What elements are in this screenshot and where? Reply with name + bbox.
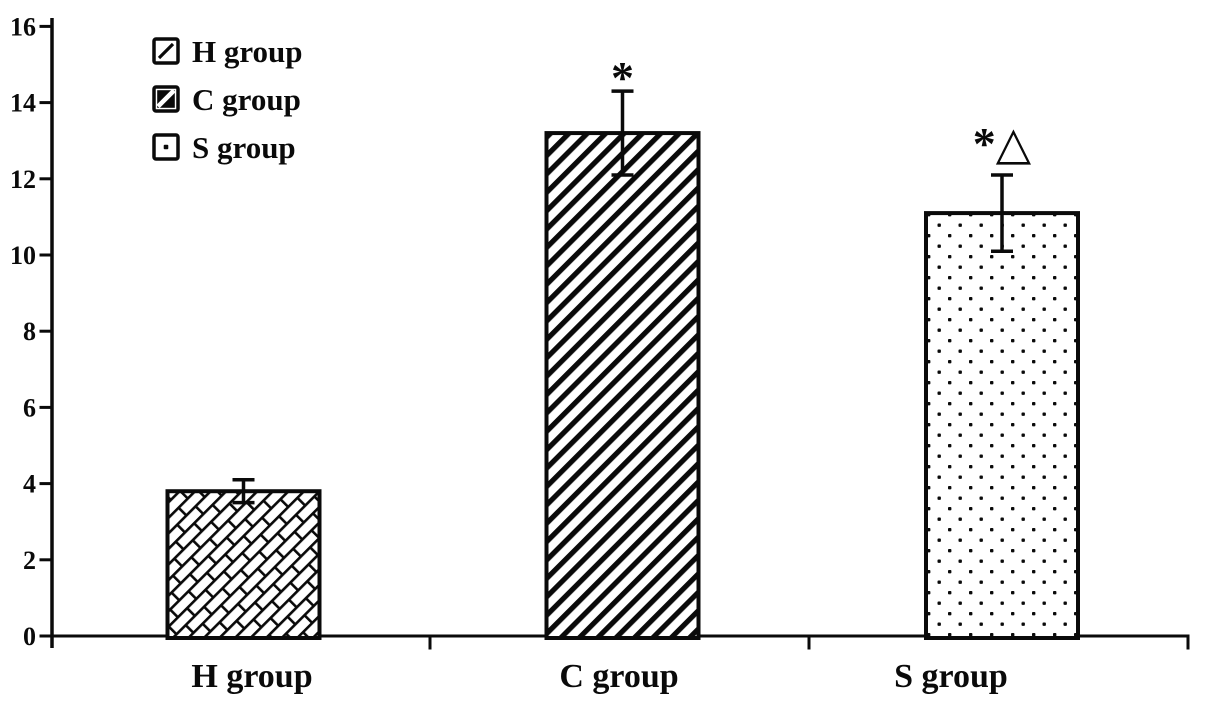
annotation-s-group: *△ bbox=[973, 118, 1032, 169]
y-tick-label-10: 10 bbox=[10, 241, 36, 270]
bars bbox=[165, 131, 1080, 641]
category-label-c-group: C group bbox=[559, 658, 678, 695]
y-tick-label-6: 6 bbox=[23, 393, 36, 422]
y-tick-label-4: 4 bbox=[23, 470, 36, 499]
bar-c-group bbox=[544, 131, 701, 641]
category-label-s-group: S group bbox=[894, 658, 1008, 695]
legend-label-c-group: C group bbox=[192, 82, 301, 117]
bar-h-group bbox=[165, 489, 322, 640]
significance-annotations: * *△ bbox=[611, 52, 1032, 169]
x-axis-ticks bbox=[428, 636, 1190, 650]
legend-item-h-group: H group bbox=[152, 34, 303, 69]
legend-swatch-c-stripe-icon bbox=[156, 88, 176, 109]
category-label-h-group: H group bbox=[191, 658, 312, 695]
annotation-c-group: * bbox=[611, 52, 634, 103]
bar-s-group bbox=[924, 211, 1080, 640]
legend: H group C group S group bbox=[152, 34, 303, 165]
y-tick-label-0: 0 bbox=[23, 622, 36, 651]
legend-label-s-group: S group bbox=[192, 130, 296, 165]
y-tick-label-8: 8 bbox=[23, 317, 36, 346]
legend-label-h-group: H group bbox=[192, 34, 303, 69]
y-tick-label-14: 14 bbox=[10, 89, 36, 118]
legend-swatch-s-dot-icon bbox=[163, 144, 169, 150]
y-tick-label-12: 12 bbox=[10, 165, 36, 194]
legend-item-c-group: C group bbox=[152, 82, 301, 117]
y-axis-ticks: 0 2 4 6 8 10 12 14 16 bbox=[10, 12, 52, 651]
legend-item-s-group: S group bbox=[152, 130, 296, 165]
category-labels: H group C group S group bbox=[191, 658, 1007, 695]
y-tick-label-2: 2 bbox=[23, 546, 36, 575]
legend-swatch-h-hatch-icon bbox=[157, 42, 175, 60]
error-bars bbox=[232, 89, 1013, 505]
y-tick-label-16: 16 bbox=[10, 12, 36, 41]
